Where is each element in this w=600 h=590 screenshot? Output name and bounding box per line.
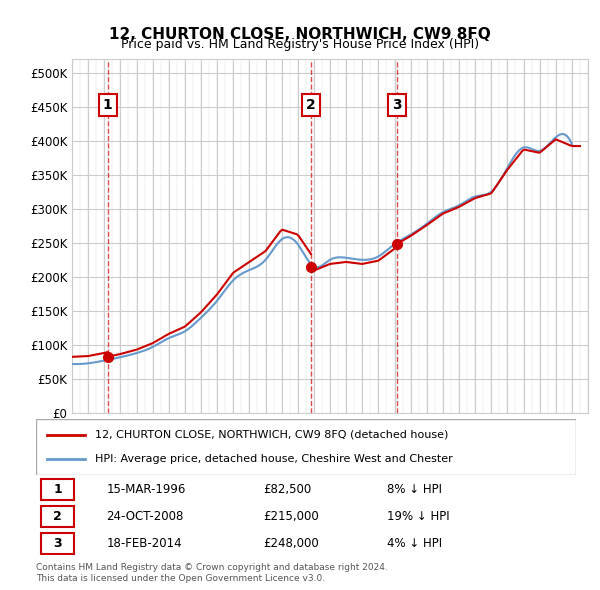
FancyBboxPatch shape (41, 479, 74, 500)
Text: 8% ↓ HPI: 8% ↓ HPI (387, 483, 442, 496)
Text: 1: 1 (103, 99, 113, 112)
Text: 19% ↓ HPI: 19% ↓ HPI (387, 510, 449, 523)
Text: Price paid vs. HM Land Registry's House Price Index (HPI): Price paid vs. HM Land Registry's House … (121, 38, 479, 51)
Text: 3: 3 (392, 99, 401, 112)
Text: 18-FEB-2014: 18-FEB-2014 (106, 537, 182, 550)
FancyBboxPatch shape (36, 419, 576, 475)
Text: 24-OCT-2008: 24-OCT-2008 (106, 510, 184, 523)
Text: 12, CHURTON CLOSE, NORTHWICH, CW9 8FQ: 12, CHURTON CLOSE, NORTHWICH, CW9 8FQ (109, 27, 491, 41)
Text: Contains HM Land Registry data © Crown copyright and database right 2024.
This d: Contains HM Land Registry data © Crown c… (36, 563, 388, 583)
Text: 15-MAR-1996: 15-MAR-1996 (106, 483, 185, 496)
Text: £215,000: £215,000 (263, 510, 319, 523)
Text: 4% ↓ HPI: 4% ↓ HPI (387, 537, 442, 550)
Text: 3: 3 (53, 537, 62, 550)
Text: £248,000: £248,000 (263, 537, 319, 550)
Text: 12, CHURTON CLOSE, NORTHWICH, CW9 8FQ (detached house): 12, CHURTON CLOSE, NORTHWICH, CW9 8FQ (d… (95, 430, 449, 440)
Text: 2: 2 (53, 510, 62, 523)
FancyBboxPatch shape (41, 506, 74, 527)
Text: 1: 1 (53, 483, 62, 496)
Text: 2: 2 (306, 99, 316, 112)
FancyBboxPatch shape (41, 533, 74, 554)
Text: HPI: Average price, detached house, Cheshire West and Chester: HPI: Average price, detached house, Ches… (95, 454, 453, 464)
Text: £82,500: £82,500 (263, 483, 311, 496)
